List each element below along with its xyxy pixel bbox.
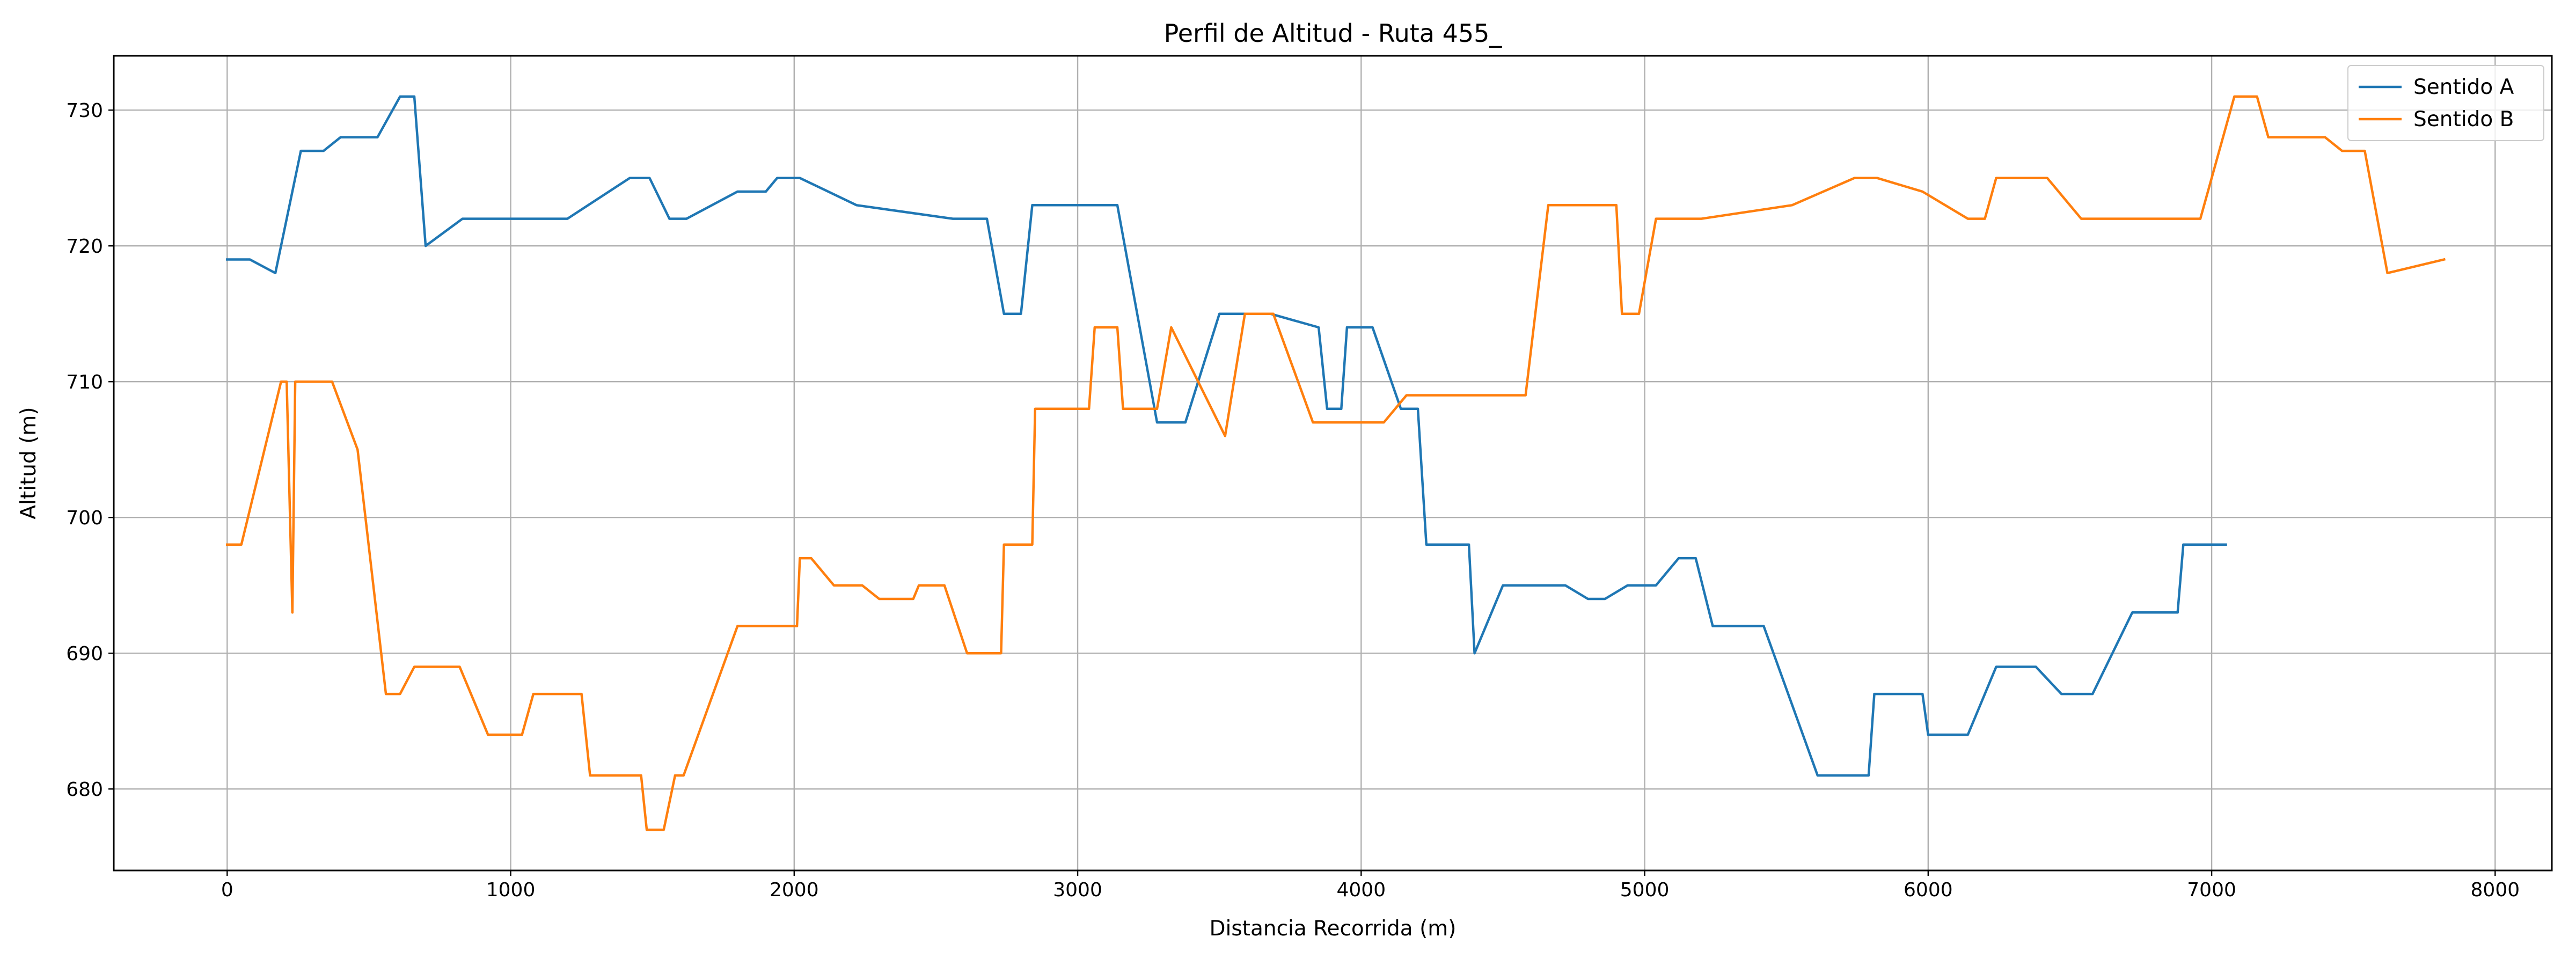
y-tick-label: 730 bbox=[66, 100, 103, 122]
x-tick-label: 1000 bbox=[486, 879, 536, 901]
x-tick-label: 8000 bbox=[2471, 879, 2520, 901]
y-tick-label: 690 bbox=[66, 643, 103, 665]
x-tick-label: 6000 bbox=[1904, 879, 1953, 901]
y-tick-label: 680 bbox=[66, 779, 103, 801]
y-axis-label: Altitud (m) bbox=[17, 407, 41, 519]
plot-frame bbox=[113, 55, 2553, 872]
chart-title: Perfil de Altitud - Ruta 455_ bbox=[1164, 19, 1503, 48]
x-tick-label: 2000 bbox=[770, 879, 819, 901]
legend-box bbox=[2347, 65, 2544, 141]
legend-label-sentido-b: Sentido B bbox=[2413, 107, 2514, 131]
y-tick-label: 700 bbox=[66, 507, 103, 529]
legend: Sentido A Sentido B bbox=[2347, 65, 2544, 141]
x-tick-label: 3000 bbox=[1053, 879, 1102, 901]
ticks: 0 1000 2000 3000 4000 5000 6000 7000 8000 680 690 7… bbox=[66, 100, 2520, 901]
x-tick-label: 7000 bbox=[2187, 879, 2236, 901]
series-line-sentido-a bbox=[226, 95, 2227, 777]
y-tick-label: 710 bbox=[66, 371, 103, 393]
legend-label-sentido-a: Sentido A bbox=[2413, 75, 2514, 99]
x-tick-label: 4000 bbox=[1337, 879, 1386, 901]
series-layer bbox=[226, 95, 2446, 831]
series-line-sentido-b bbox=[226, 95, 2446, 831]
x-tick-label: 0 bbox=[221, 879, 233, 901]
x-axis-label: Distancia Recorrida (m) bbox=[1209, 917, 1456, 941]
grid bbox=[114, 56, 2552, 870]
y-tick-label: 720 bbox=[66, 236, 103, 258]
x-tick-label: 5000 bbox=[1620, 879, 1670, 901]
